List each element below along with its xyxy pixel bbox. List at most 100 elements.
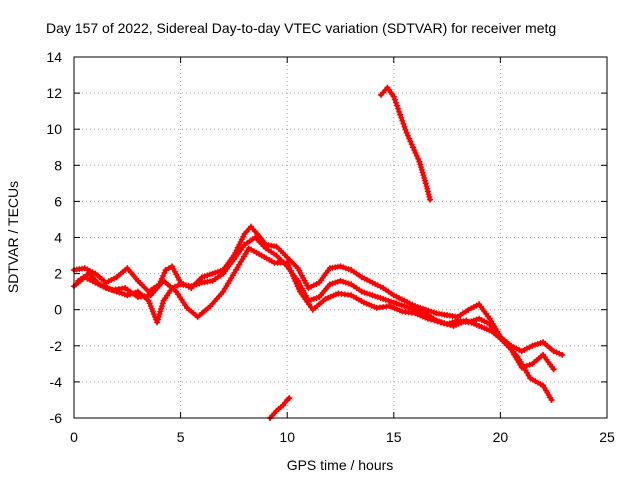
data-point-fill	[401, 123, 408, 130]
data-point-fill	[158, 303, 165, 310]
data-point	[198, 274, 205, 281]
data-point	[380, 295, 387, 302]
data-point-fill	[398, 114, 405, 121]
data-point-fill	[396, 295, 403, 301]
data-point-fill	[160, 272, 167, 279]
data-point	[397, 111, 404, 118]
data-point-fill	[428, 308, 435, 315]
y-tick-label: 8	[54, 157, 62, 173]
data-point-fill	[478, 317, 485, 324]
data-point	[437, 319, 444, 326]
data-point-fill	[419, 169, 426, 176]
y-tick-label: 6	[54, 193, 62, 209]
data-point-fill	[395, 105, 402, 112]
data-point	[209, 270, 216, 277]
data-point-fill	[237, 239, 244, 245]
data-point-fill	[364, 290, 371, 297]
data-point-fill	[444, 321, 451, 328]
x-tick-label: 5	[177, 429, 185, 445]
data-point	[409, 144, 416, 151]
data-point-fill	[372, 281, 379, 287]
data-point	[162, 266, 169, 273]
data-point-fill	[148, 305, 155, 312]
data-point-fill	[329, 280, 336, 287]
data-point-fill	[418, 166, 425, 173]
data-point	[550, 366, 557, 373]
data-point-fill	[404, 304, 411, 310]
data-point-fill	[193, 281, 200, 288]
data-point	[337, 277, 344, 284]
data-point-fill	[434, 318, 441, 325]
data-point-fill	[424, 185, 431, 192]
chart-title: Day 157 of 2022, Sidereal Day-to-day VTE…	[46, 20, 556, 36]
data-point	[422, 180, 429, 187]
y-tick-label: -2	[50, 338, 63, 354]
series-track-e	[267, 395, 293, 421]
data-point-fill	[468, 305, 475, 312]
data-point-fill	[424, 188, 431, 195]
data-point-fill	[404, 132, 411, 139]
x-tick-label: 25	[599, 429, 615, 445]
data-point	[326, 281, 333, 288]
data-point-fill	[412, 150, 419, 156]
data-point-fill	[108, 276, 115, 283]
data-point-fill	[407, 138, 414, 145]
data-point	[401, 297, 408, 304]
data-point	[154, 319, 161, 326]
data-point-fill	[406, 135, 413, 142]
data-point-fill	[287, 267, 294, 274]
data-point	[550, 348, 557, 355]
data-point-fill	[154, 316, 161, 323]
data-point-fill	[342, 265, 349, 272]
data-point-fill	[431, 317, 438, 324]
data-point-fill	[190, 282, 197, 289]
data-point-fill	[212, 269, 219, 276]
data-point-fill	[342, 279, 349, 286]
data-point-fill	[399, 117, 406, 124]
tick-labels: 0 5 10 15 20 25 -6 -4 -2 0 2 4 6 8 10 12 14	[46, 49, 615, 445]
data-point-fill	[524, 345, 530, 352]
data-point-fill	[440, 320, 447, 327]
data-point-fill	[394, 102, 400, 109]
data-point	[358, 288, 365, 295]
data-point-fill	[157, 308, 164, 315]
data-point-fill	[553, 349, 560, 356]
data-point-fill	[406, 304, 413, 311]
data-point-fill	[101, 283, 108, 290]
data-point-fill	[372, 293, 379, 300]
data-point-fill	[428, 316, 435, 323]
y-tick-label: -4	[50, 374, 63, 390]
data-point	[450, 322, 457, 329]
data-point	[548, 396, 555, 403]
x-axis-title: GPS time / hours	[287, 457, 394, 473]
data-point	[424, 315, 431, 322]
data-point	[390, 299, 397, 306]
y-tick-label: 12	[46, 85, 62, 101]
data-point	[369, 292, 376, 299]
data-point-fill	[400, 120, 407, 127]
data-point-fill	[150, 311, 157, 318]
data-point	[286, 395, 293, 402]
plot-frame	[73, 56, 608, 419]
data-point-fill	[413, 152, 420, 159]
series-track-c	[75, 245, 555, 403]
data-point-fill	[420, 172, 427, 179]
x-tick-label: 15	[386, 429, 402, 445]
x-tick-label: 10	[279, 429, 295, 445]
data-point-fill	[532, 341, 538, 348]
data-point-fill	[411, 147, 418, 154]
data-point	[145, 297, 152, 304]
data-point-fill	[158, 305, 165, 312]
data-point	[476, 315, 483, 322]
data-point	[81, 265, 88, 272]
data-point-fill	[396, 108, 403, 115]
data-point-fill	[147, 303, 154, 310]
data-point-fill	[146, 300, 153, 307]
data-point	[358, 274, 365, 281]
data-point-fill	[425, 191, 432, 198]
y-tick-label: 0	[54, 302, 62, 318]
data-point-fill	[149, 308, 156, 315]
data-point-fill	[382, 296, 389, 303]
data-point	[390, 93, 397, 100]
